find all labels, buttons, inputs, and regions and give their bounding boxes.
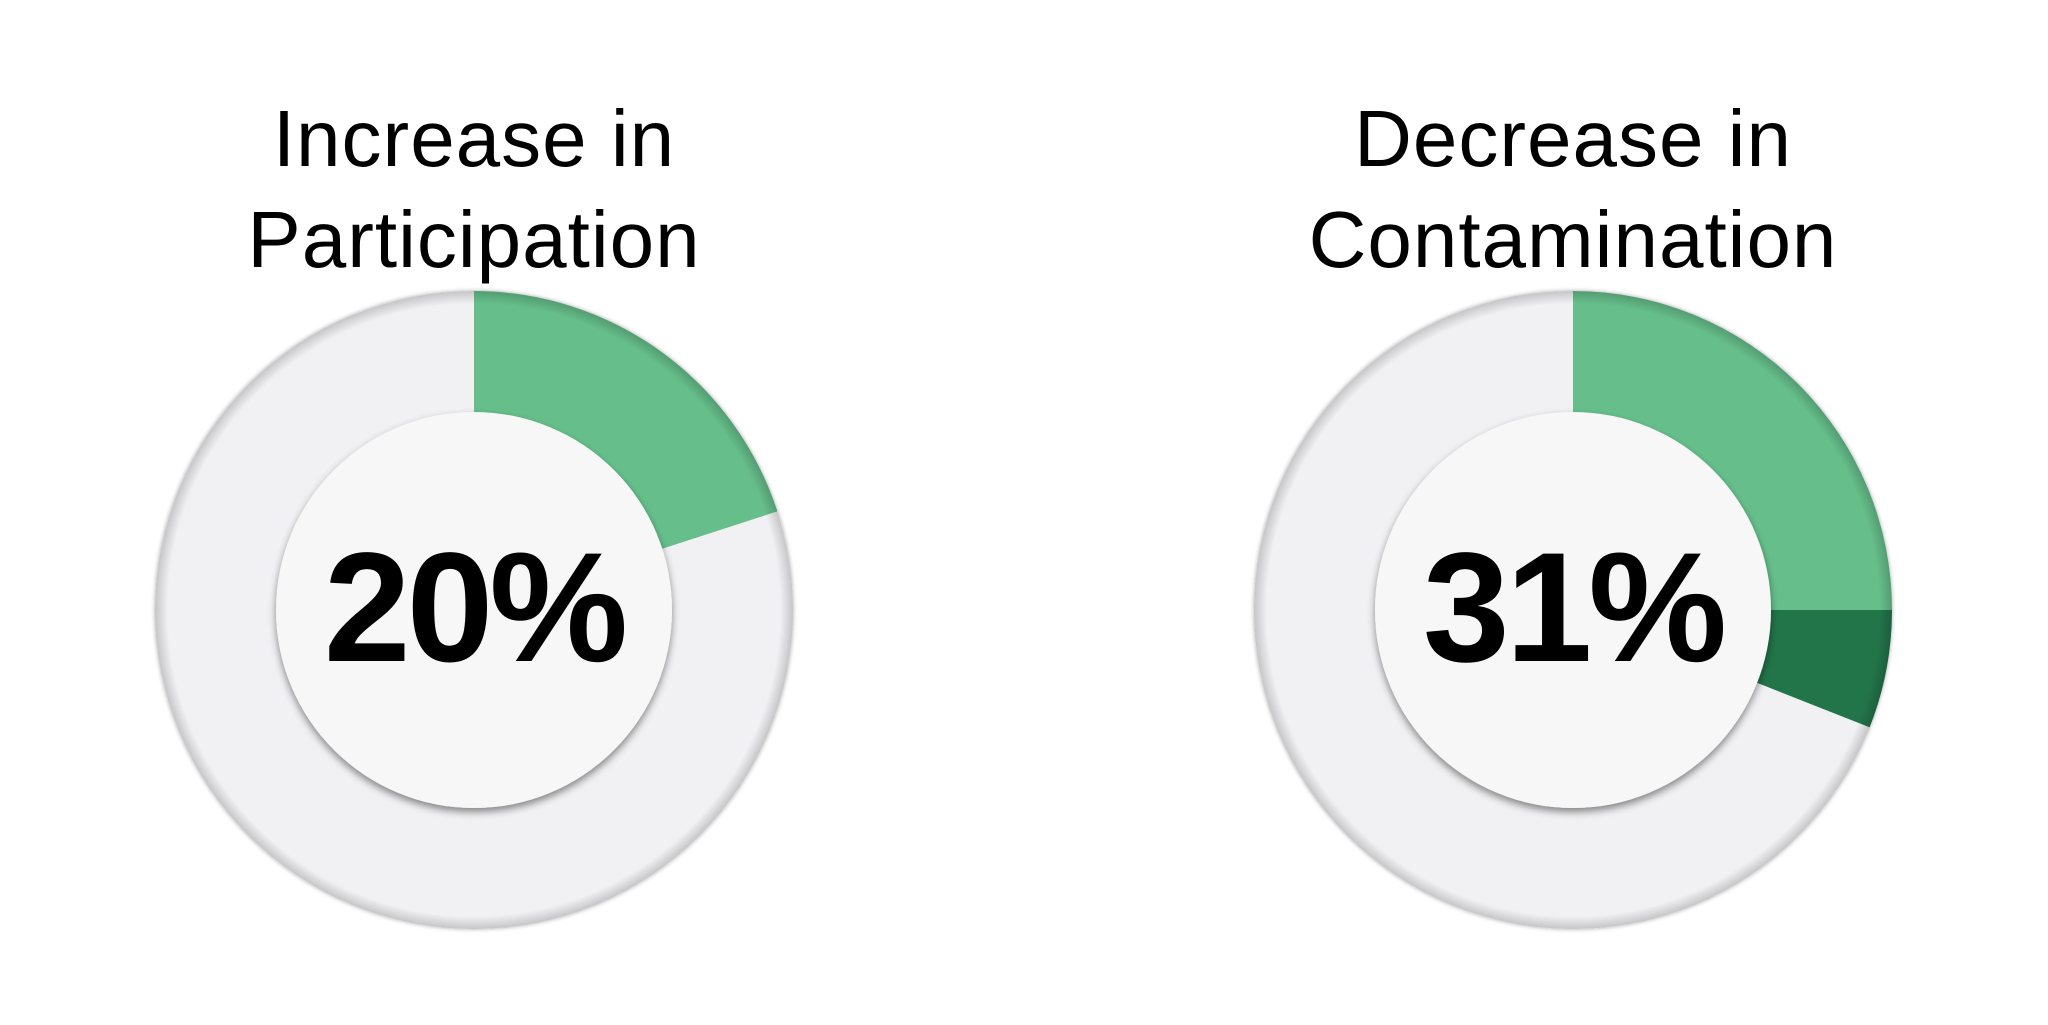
donut-center: [276, 412, 672, 808]
donut-chart-contamination: [1253, 291, 1892, 930]
donut-center: [1375, 412, 1771, 808]
title-line-2: Participation: [247, 195, 701, 284]
donut-participation-panel: Increase in Participation 20%: [74, 0, 874, 1025]
chart-title-contamination: Decrease in Contamination: [1173, 88, 1973, 290]
title-line-1: Increase in: [272, 94, 676, 183]
title-line-1: Decrease in: [1354, 94, 1792, 183]
title-line-2: Contamination: [1308, 195, 1838, 284]
donut-contamination-panel: Decrease in Contamination 31%: [1173, 0, 1973, 1025]
percentage-value-participation: 20%: [323, 521, 628, 695]
donut-chart-participation: [155, 291, 794, 929]
chart-title-participation: Increase in Participation: [74, 88, 874, 290]
percentage-value-contamination: 31%: [1422, 521, 1727, 695]
